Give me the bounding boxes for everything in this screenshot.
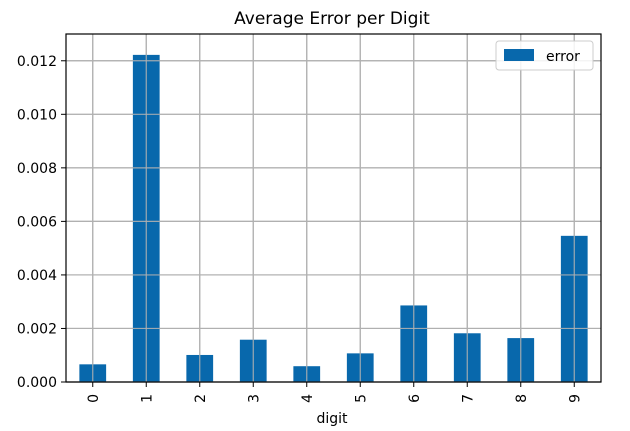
x-tick-label: 8: [514, 394, 530, 403]
y-tick-label: 0.008: [17, 161, 57, 177]
axes: [65, 33, 602, 383]
y-tick-label: 0.004: [17, 268, 57, 284]
x-tick-label: 6: [407, 394, 423, 403]
legend: error: [495, 40, 594, 71]
y-tick-label: 0.000: [17, 375, 57, 391]
x-tick-label: 1: [139, 394, 155, 403]
bars: [66, 34, 601, 383]
y-axis-ticks: 0.000 0.002 0.004 0.006 0.008 0.010 0.012: [17, 54, 66, 391]
chart-title: Average Error per Digit: [234, 9, 430, 29]
x-tick-label: 0: [86, 394, 102, 403]
y-tick-label: 0.002: [17, 321, 57, 337]
x-tick-label: 7: [460, 394, 476, 403]
y-tick-label: 0.006: [17, 214, 57, 230]
x-axis-label: digit: [316, 411, 348, 427]
y-tick-label: 0.012: [17, 54, 57, 70]
legend-label: error: [546, 49, 580, 65]
x-tick-label: 2: [193, 394, 209, 403]
x-axis-ticks: 0 1 2 3 4 5 6 7 8 9: [86, 382, 583, 403]
plot-frame: [65, 33, 602, 383]
legend-box: [495, 40, 594, 71]
y-tick-label: 0.010: [17, 107, 57, 123]
x-tick-label: 3: [246, 394, 262, 403]
x-tick-label: 5: [353, 394, 369, 403]
x-tick-label: 9: [567, 394, 583, 403]
legend-swatch: [504, 49, 534, 61]
x-tick-label: 4: [300, 394, 316, 403]
